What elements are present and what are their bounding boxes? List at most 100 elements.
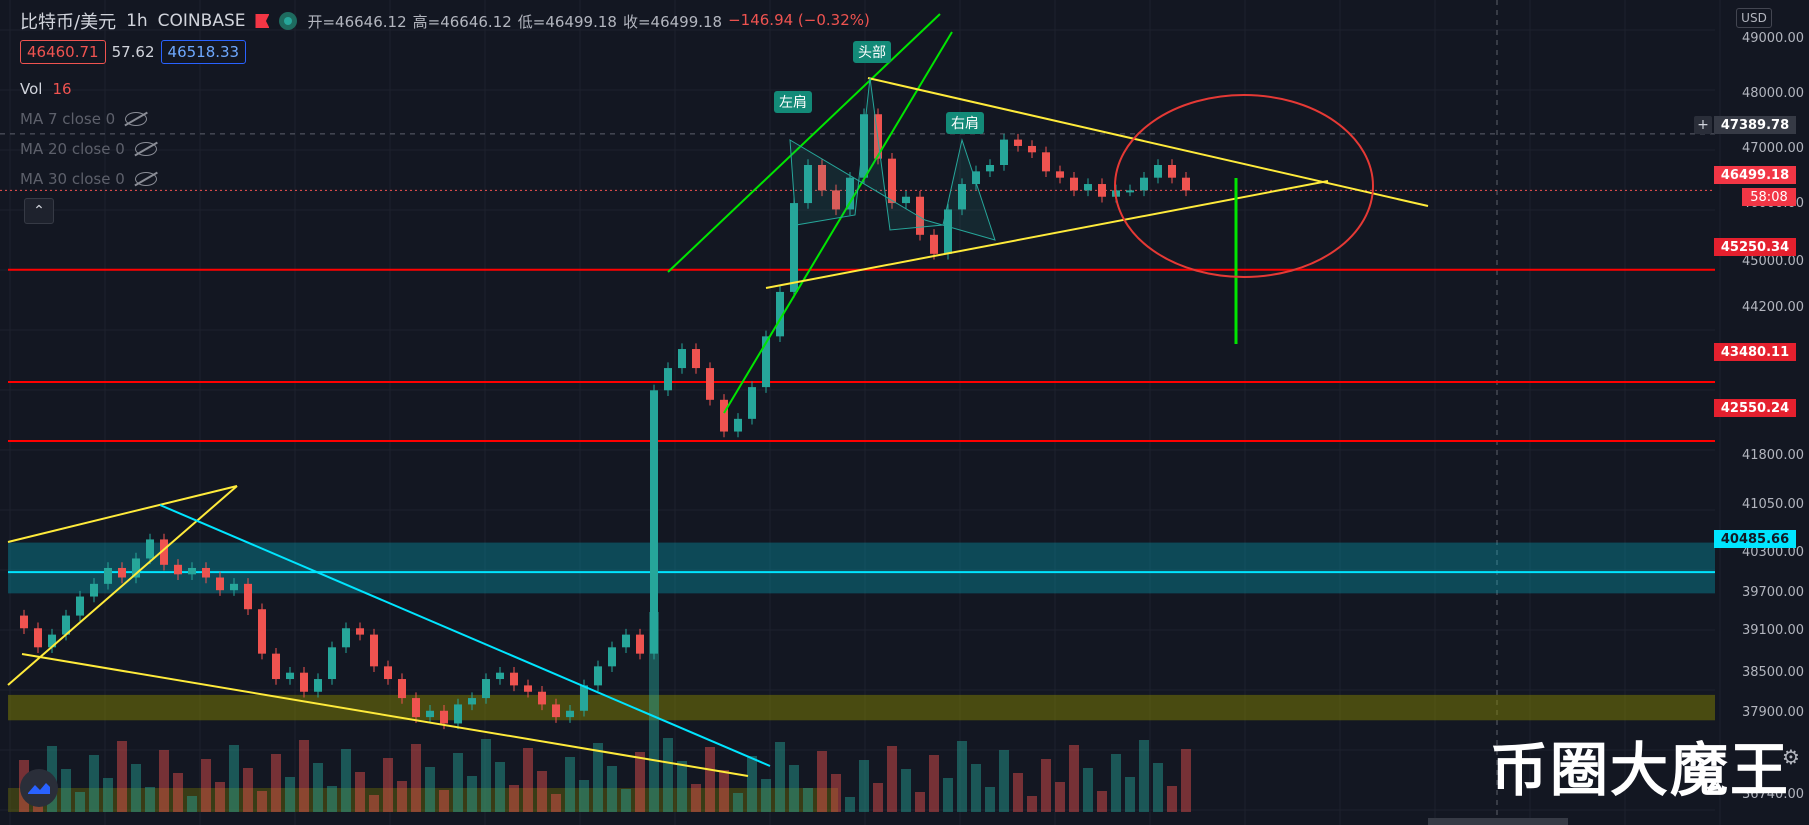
ma7-indicator[interactable]: MA 7 close 0: [20, 110, 148, 128]
currency-button[interactable]: USD: [1736, 8, 1772, 28]
candle-body: [146, 539, 154, 559]
candle-body: [244, 583, 252, 610]
volume-bar: [397, 781, 407, 812]
candle-body: [188, 567, 196, 575]
sell-price-button[interactable]: 46460.71: [20, 40, 106, 64]
drawings: [7, 13, 1429, 777]
eye-hidden-icon[interactable]: [125, 112, 148, 126]
volume-bar: [145, 787, 155, 812]
volume-bar: [607, 766, 617, 812]
volume-bar: [579, 780, 589, 812]
candle-body: [944, 209, 952, 254]
ma30-indicator[interactable]: MA 30 close 0: [20, 170, 157, 188]
volume-bars: [19, 612, 1191, 812]
candle-body: [314, 679, 322, 692]
price-axis-label: 41800.00: [1741, 448, 1804, 463]
volume-bar: [75, 792, 85, 812]
volume-bar: [859, 760, 869, 812]
buy-price-button[interactable]: 46518.33: [160, 40, 247, 64]
volume-bar: [999, 750, 1009, 812]
candle-body: [692, 349, 700, 369]
candle-body: [384, 666, 392, 680]
volume-bar: [1181, 749, 1191, 812]
head-label[interactable]: 头部: [853, 41, 891, 63]
change-value: −146.94 (−0.32%): [728, 10, 870, 29]
volume-bar: [173, 773, 183, 812]
interval[interactable]: 1h: [126, 11, 148, 31]
spread-value: 57.62: [111, 43, 155, 61]
eye-hidden-icon[interactable]: [134, 142, 157, 156]
candle-body: [90, 583, 98, 597]
ma20-indicator[interactable]: MA 20 close 0: [20, 140, 157, 158]
cyan-zone: [8, 542, 1715, 594]
volume-indicator[interactable]: Vol 16: [20, 80, 72, 98]
ma7-label: MA 7 close 0: [20, 110, 116, 128]
candle-body: [510, 672, 518, 686]
volume-bar: [957, 741, 967, 812]
left-shoulder-label[interactable]: 左肩: [774, 91, 812, 113]
candle-body: [958, 184, 966, 210]
trend-line: [867, 77, 1429, 207]
volume-bar: [131, 764, 141, 812]
candle-body: [1168, 165, 1176, 178]
price-axis-label: 44200.00: [1741, 300, 1804, 315]
add-alert-plus-icon[interactable]: +: [1694, 116, 1712, 134]
volume-bar: [299, 740, 309, 812]
eye-hidden-icon[interactable]: [134, 172, 157, 186]
volume-bar: [327, 786, 337, 812]
volume-bar: [1069, 745, 1079, 812]
candle-body: [790, 203, 798, 292]
volume-bar: [1153, 763, 1163, 812]
open-value: 开=46646.12: [307, 12, 407, 31]
volume-bar: [369, 795, 379, 812]
gear-icon[interactable]: ⚙: [1782, 745, 1800, 769]
candle-body: [776, 291, 784, 337]
candle-body: [454, 704, 462, 724]
volume-bar: [621, 789, 631, 812]
candle-body: [482, 679, 490, 699]
time-scrollbar[interactable]: [1428, 818, 1568, 825]
candle-body: [104, 567, 112, 584]
candle-body: [566, 710, 574, 718]
tradingview-logo-icon[interactable]: [20, 769, 58, 807]
watermark-text: 币圈大魔王: [1490, 736, 1791, 804]
volume-bar: [1125, 777, 1135, 812]
volume-bar: [523, 748, 533, 812]
volume-bar: [845, 797, 855, 812]
candle-body: [300, 672, 308, 692]
candle-body: [902, 196, 910, 204]
volume-bar: [733, 793, 743, 812]
price-axis-label: 48000.00: [1741, 86, 1804, 101]
candle-body: [818, 165, 826, 191]
candle-body: [342, 628, 350, 648]
price-axis-label: 45000.00: [1741, 254, 1804, 269]
candle-body: [636, 634, 644, 654]
candle-body: [1028, 145, 1036, 153]
candle-body: [20, 615, 28, 629]
candle-body: [678, 349, 686, 369]
volume-bar: [929, 755, 939, 812]
collapse-legend-button[interactable]: ⌃: [24, 198, 54, 224]
candle-body: [832, 190, 840, 210]
candle-body: [608, 647, 616, 667]
volume-bar: [439, 790, 449, 812]
candle-body: [1126, 190, 1134, 193]
candle-body: [48, 634, 56, 648]
candle-body: [762, 336, 770, 388]
volume-bar: [187, 796, 197, 812]
flag-icon[interactable]: [255, 14, 270, 28]
symbol-name[interactable]: 比特币/美元: [20, 12, 117, 33]
candle-body: [1056, 171, 1064, 178]
right-shoulder-label[interactable]: 右肩: [946, 112, 984, 134]
candle-body: [118, 567, 126, 578]
volume-bar: [593, 743, 603, 812]
trend-line: [7, 485, 238, 686]
candle-body: [230, 583, 238, 591]
volume-bar: [761, 779, 771, 812]
candle-body: [846, 177, 854, 210]
candle-body: [286, 672, 294, 680]
volume-bar: [453, 753, 463, 812]
candle-body: [860, 114, 868, 178]
volume-bar: [943, 778, 953, 812]
